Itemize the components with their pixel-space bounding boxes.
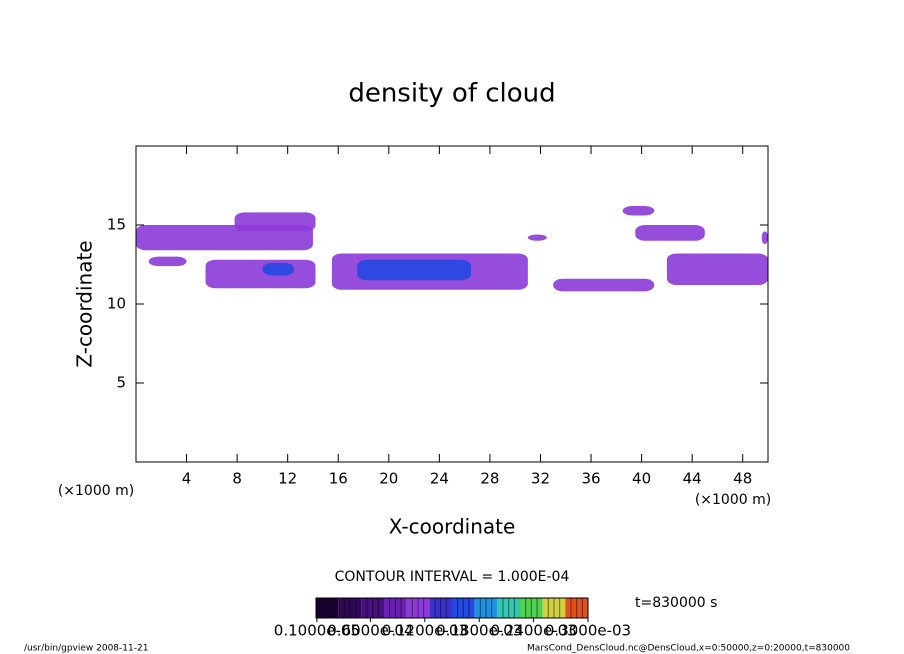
cloud-patch <box>553 278 655 292</box>
x-tick-label: 36 <box>581 470 600 488</box>
x-tick-label: 20 <box>379 470 398 488</box>
contour-interval: CONTOUR INTERVAL = 1.000E-04 <box>335 569 570 585</box>
time-label: t=830000 s <box>635 595 717 611</box>
cloud-patch <box>262 262 294 276</box>
colorbar-tick-label: 0.3000e-03 <box>545 622 631 640</box>
chart-title: density of cloud <box>348 79 555 109</box>
cloud-patch <box>205 259 316 289</box>
x-tick-label: 32 <box>531 470 550 488</box>
x-tick-label: 28 <box>480 470 499 488</box>
y-unit: (×1000 m) <box>58 483 134 499</box>
x-axis-label: X-coordinate <box>389 515 516 539</box>
cloud-patch <box>761 231 768 244</box>
colorbar-tick-label: 0.1800e-03 <box>436 622 522 640</box>
x-tick-label: 12 <box>278 470 297 488</box>
footer-left: /usr/bin/gpview 2008-11-21 <box>24 644 148 654</box>
cloud-patch <box>357 259 471 281</box>
cloud-patch <box>666 253 768 286</box>
cloud-patch <box>148 256 187 267</box>
x-tick-label: 8 <box>232 470 242 488</box>
colorbar-frame <box>315 597 589 619</box>
colorbar-tick-label: 0.2400e-03 <box>490 622 576 640</box>
cloud-patch <box>234 212 316 232</box>
cloud-patch <box>622 206 655 216</box>
footer-right: MarsCond_DensCloud.nc@DensCloud,x=0:5000… <box>527 644 850 654</box>
y-tick-label: 10 <box>107 295 126 313</box>
cloud-patch <box>527 234 547 241</box>
x-tick-label: 16 <box>329 470 348 488</box>
x-tick-label: 40 <box>632 470 651 488</box>
x-tick-label: 44 <box>683 470 702 488</box>
colorbar-tick-label: 0.1200e-03 <box>382 622 468 640</box>
y-tick-label: 15 <box>107 216 126 234</box>
plot-frame <box>135 145 769 463</box>
cloud-patch <box>635 225 705 241</box>
x-tick-label: 24 <box>430 470 449 488</box>
colorbar-tick-label: 0.1000e-05 <box>274 622 360 640</box>
y-tick-label: 5 <box>116 374 126 392</box>
colorbar-tick-label: 0.6000e-04 <box>327 622 413 640</box>
x-tick-label: 4 <box>182 470 192 488</box>
x-unit: (×1000 m) <box>695 492 771 508</box>
y-axis-label: Z-coordinate <box>73 240 97 367</box>
x-tick-label: 48 <box>733 470 752 488</box>
